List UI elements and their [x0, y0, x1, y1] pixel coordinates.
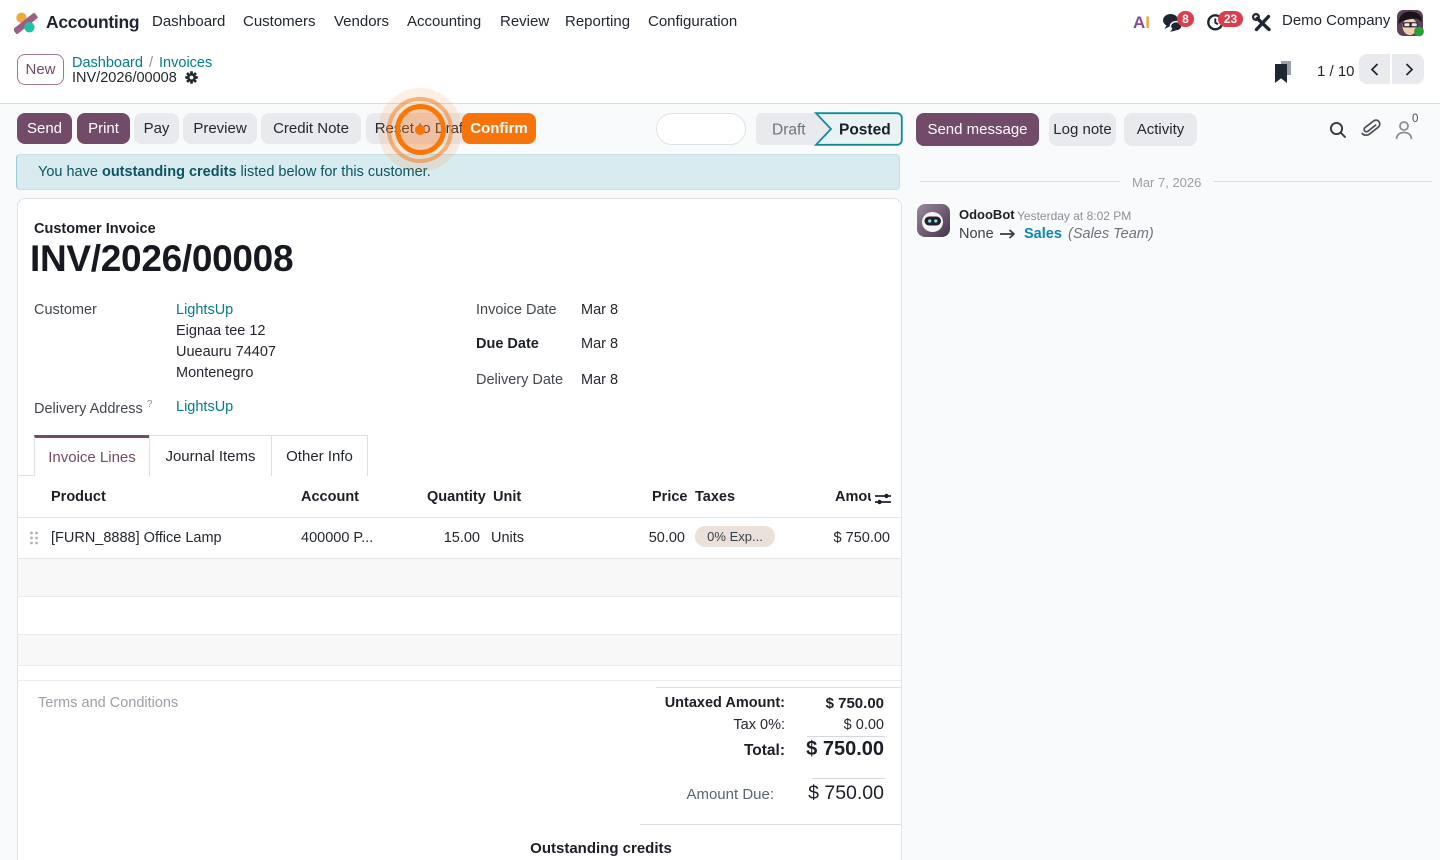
svg-text:Posted: Posted: [839, 122, 891, 139]
svg-text:Draft: Draft: [772, 122, 806, 139]
